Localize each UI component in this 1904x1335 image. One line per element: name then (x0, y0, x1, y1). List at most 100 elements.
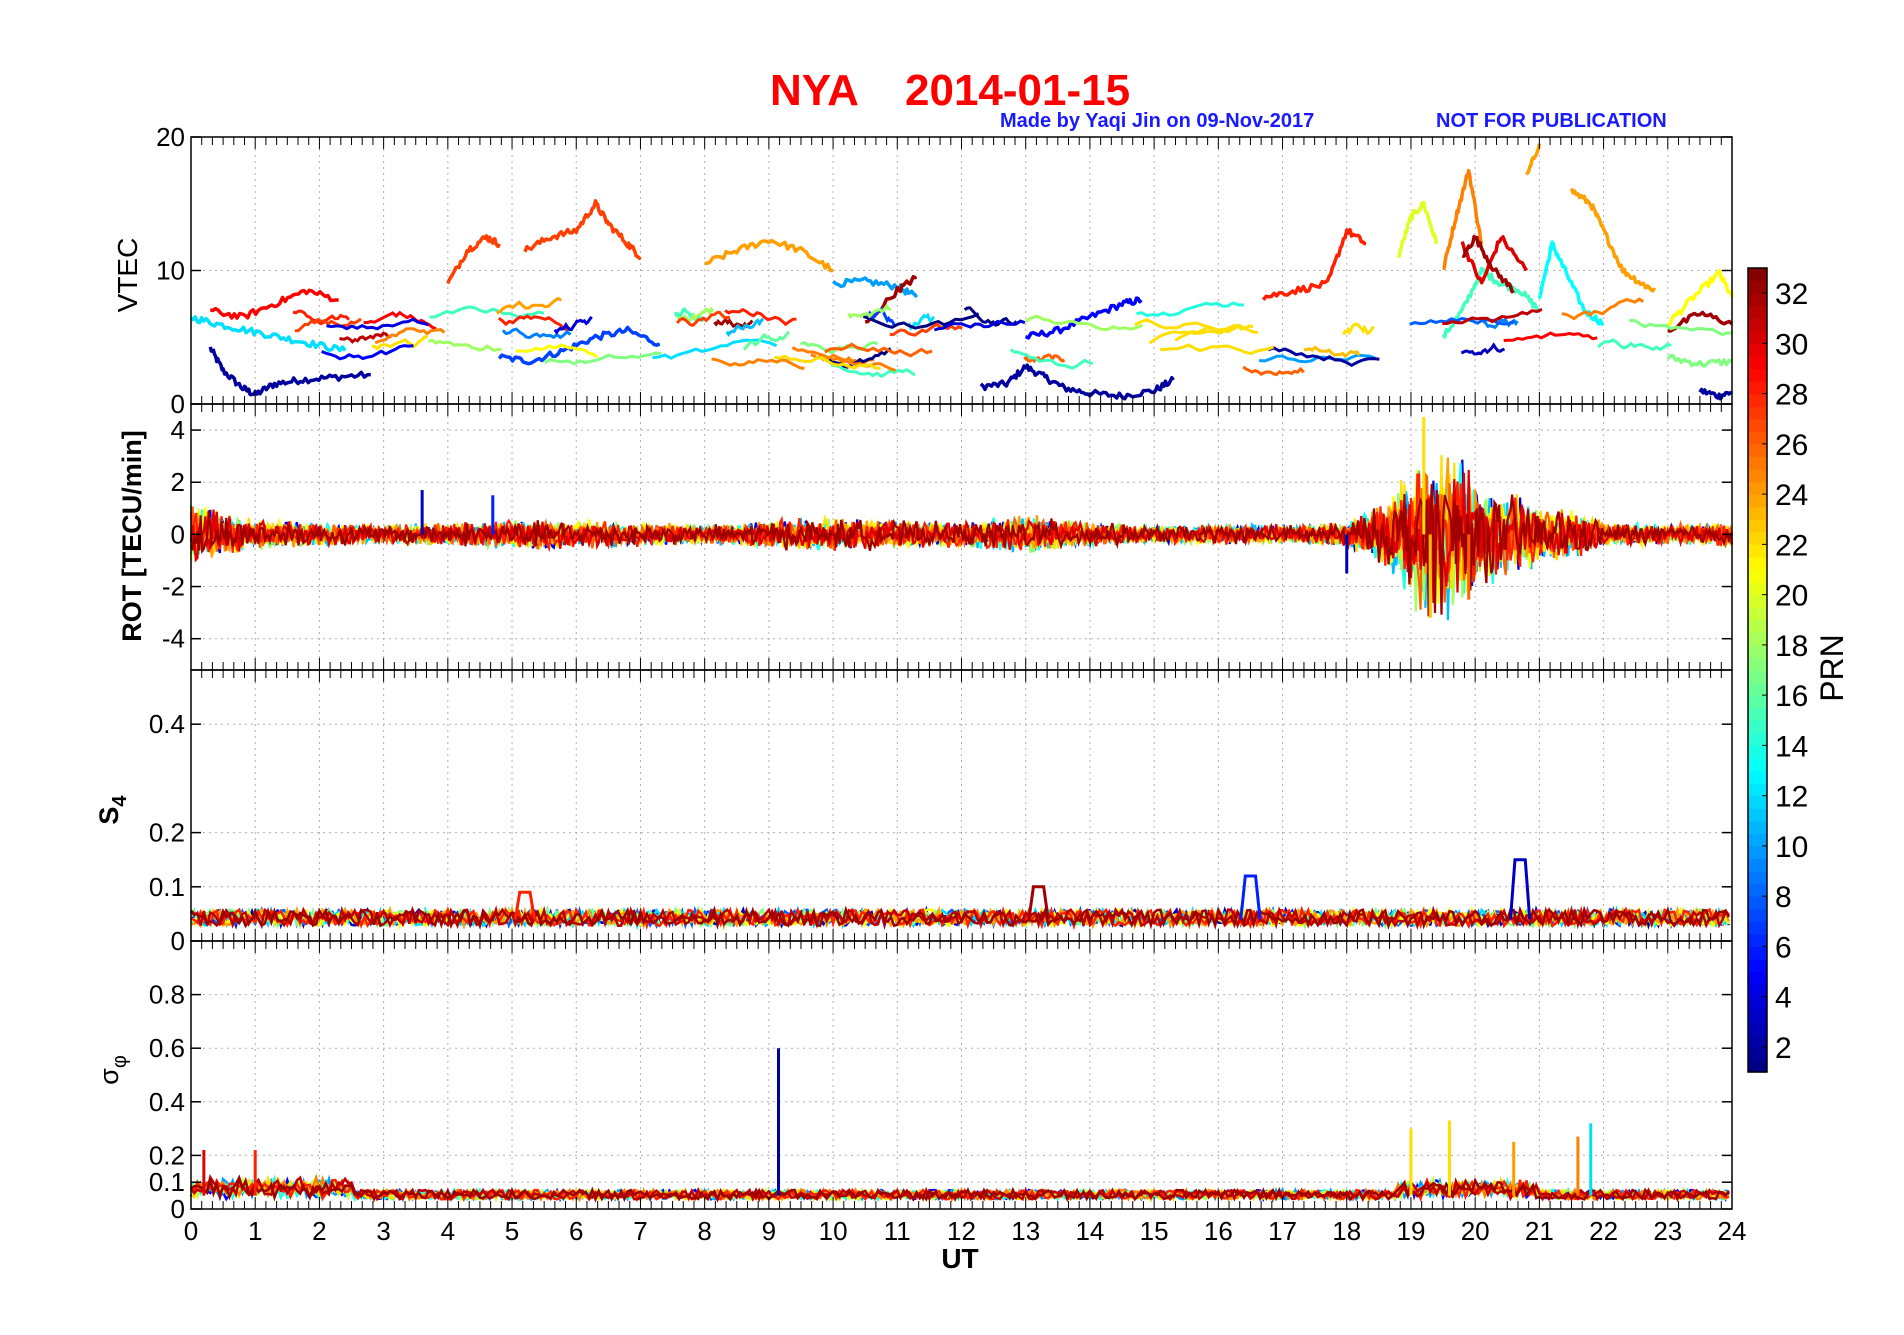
colorbar-cell (1748, 330, 1767, 344)
colorbar-cell (1748, 720, 1767, 734)
colorbar-cell (1748, 456, 1767, 470)
colorbar-tick-label: 10 (1775, 831, 1808, 864)
y-tick-label: 10 (156, 256, 185, 286)
colorbar-cell (1748, 845, 1767, 860)
colorbar-cell (1748, 670, 1767, 684)
vtec-arc-prn-22 (1160, 343, 1275, 356)
colorbar-tick-label: 6 (1775, 931, 1792, 964)
vtec-series-prn-17 (1666, 353, 1733, 368)
vtec-series-prn-28 (1261, 227, 1367, 301)
colorbar-tick-label: 8 (1775, 881, 1792, 914)
y-tick-label: 0 (171, 1194, 185, 1224)
vtec-series-prn-20 (1396, 200, 1439, 259)
x-tick-label: 14 (1075, 1216, 1104, 1246)
s4-axis-subscript: 4 (109, 795, 131, 807)
colorbar-tick-label: 12 (1775, 781, 1808, 814)
vtec-arc-prn-14 (1136, 301, 1245, 318)
vtec-arc-prn-12 (652, 338, 778, 360)
vtec-arc-prn-25 (711, 357, 805, 370)
colorbar-cell (1748, 933, 1767, 947)
colorbar-tick-label: 26 (1775, 429, 1808, 462)
colorbar-cell (1748, 858, 1767, 872)
x-tick-label: 12 (947, 1216, 976, 1246)
x-tick-label: 9 (762, 1216, 776, 1246)
colorbar-cell (1748, 682, 1767, 696)
colorbar-frame (1747, 267, 1768, 1073)
vtec-arc-prn-25 (374, 327, 446, 345)
colorbar-cell (1748, 582, 1767, 596)
colorbar-cell (1748, 531, 1767, 545)
vtec-series-prn-25 (1442, 168, 1484, 271)
vtec-arc-prn-25 (791, 346, 897, 372)
sigma-series-prn-32 (190, 1174, 1730, 1203)
colorbar-cell (1748, 732, 1767, 746)
vtec-arc-prn-28 (497, 314, 571, 332)
panel-frame (190, 669, 1733, 942)
vtec-arc-prn-28 (724, 307, 797, 327)
y-tick-label: 0.8 (149, 980, 185, 1010)
vtec-arc-prn-17 (544, 351, 662, 366)
vtec-series-prn-10 (831, 276, 919, 299)
vtec-arc-prn-31 (339, 331, 392, 344)
vtec-arc-prn-8 (1409, 316, 1515, 326)
vtec-arc-prn-27 (294, 317, 362, 333)
vtec-series-prn-15 (1441, 266, 1541, 339)
vtec-arc-prn-1 (862, 312, 980, 330)
vtec-arc-prn-4 (326, 317, 429, 331)
vtec-series-prn-27 (446, 234, 501, 285)
vtec-series-prn-5 (1024, 296, 1143, 340)
y-tick-label: 0.4 (149, 1087, 185, 1117)
vtec-axis-label: VTEC (112, 238, 143, 313)
axes-layer (190, 136, 1768, 1210)
x-tick-label: 19 (1396, 1216, 1425, 1246)
colorbar-cell (1748, 406, 1767, 420)
vtec-arc-prn-4 (933, 319, 1026, 332)
vtec-series-prn-32 (1667, 310, 1734, 333)
notice-text: NOT FOR PUBLICATION (1436, 110, 1667, 132)
y-tick-label: 0.1 (149, 872, 185, 902)
vtec-arc-prn-29 (1503, 331, 1598, 342)
vtec-arc-prn-21 (515, 343, 599, 359)
rot-axis-label: ROT [TECU/min] (117, 430, 147, 641)
y-tick-label: 0.6 (149, 1033, 185, 1063)
colorbar-cell (1748, 833, 1767, 847)
colorbar-cell (1748, 1021, 1767, 1035)
colorbar-cell (1748, 443, 1767, 458)
colorbar-cell (1748, 431, 1767, 445)
colorbar-tick-label: 16 (1775, 680, 1808, 713)
vtec-arc-prn-26 (824, 342, 933, 358)
y-tick-label: 0.1 (149, 1167, 185, 1197)
x-tick-label: 6 (569, 1216, 583, 1246)
colorbar-cell (1748, 393, 1767, 407)
colorbar-cell (1748, 757, 1767, 772)
colorbar-cell (1748, 481, 1767, 495)
vtec-series-prn-7 (497, 325, 661, 366)
colorbar-cell (1748, 293, 1767, 307)
y-tick-label: -4 (162, 624, 185, 654)
vtec-arc-prn-24 (496, 296, 563, 315)
x-tick-label: 10 (819, 1216, 848, 1246)
y-tick-label: 0.4 (149, 709, 185, 739)
vtec-arc-prn-28 (292, 309, 351, 326)
colorbar-cell (1748, 783, 1767, 797)
x-tick-label: 23 (1653, 1216, 1682, 1246)
vtec-series-prn-29 (209, 288, 339, 320)
credit-text: Made by Yaqi Jin on 09-Nov-2017 (1000, 110, 1314, 132)
colorbar-cell (1748, 343, 1767, 357)
colorbar-cell (1748, 569, 1767, 583)
s4-peak (513, 890, 536, 920)
vtec-arc-prn-15 (830, 363, 916, 379)
x-tick-label: 22 (1589, 1216, 1618, 1246)
s4-series-prn-32 (190, 905, 1730, 931)
x-tick-label: 3 (376, 1216, 390, 1246)
x-tick-label: 8 (697, 1216, 711, 1246)
x-axis-label: UT (941, 1243, 978, 1274)
colorbar-cell (1748, 908, 1767, 922)
vtec-arc-prn-29 (363, 310, 437, 331)
x-tick-label: 24 (1718, 1216, 1747, 1246)
colorbar-cell (1748, 368, 1767, 382)
colorbar-cell (1748, 644, 1767, 659)
colorbar-tick-label: 2 (1775, 1032, 1792, 1065)
colorbar-cell (1748, 657, 1767, 671)
